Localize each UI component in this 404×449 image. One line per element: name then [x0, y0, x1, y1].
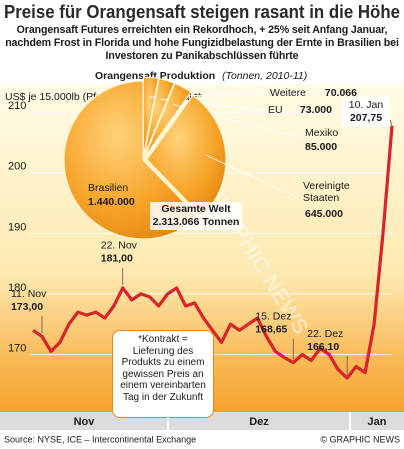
pie-label: Brasilien — [88, 182, 128, 194]
y-tick-label: 170 — [8, 342, 26, 354]
pie-label: Vereinigte Staaten — [303, 180, 350, 204]
pie-label: Weitere — [270, 87, 306, 99]
total-value: 2.313.066 Tonnen — [153, 216, 240, 228]
y-tick-label: 210 — [8, 100, 26, 112]
data-label: 181,00 — [101, 253, 133, 265]
pie-value-label: 645.000 — [305, 208, 343, 220]
annotation-date: 22. Dez — [307, 328, 343, 340]
source: Source: NYSE, ICE – Intercontinental Exc… — [4, 434, 196, 444]
pie-value-label: 73.000 — [300, 104, 332, 116]
annotation-box — [342, 97, 390, 127]
pie-slice — [144, 82, 192, 157]
data-label: 166,10 — [307, 341, 339, 353]
month-band — [0, 412, 404, 430]
pie-title: Orangensaft Produktion — [95, 70, 215, 82]
footnote: *Kontrakt = Lieferung des Produkts zu ei… — [112, 330, 214, 418]
pie-leader — [205, 154, 299, 199]
pie-subtitle: (Tonnen, 2010-11) — [222, 70, 307, 82]
total-label: Gesamte Welt — [161, 203, 231, 215]
total-box — [150, 202, 242, 230]
footnote-box: *Kontrakt = Lieferung des Produkts zu ei… — [112, 330, 214, 418]
pie-slice — [63, 80, 199, 240]
data-label: 207,75 — [350, 112, 382, 124]
credit: © GRAPHIC NEWS — [320, 434, 400, 444]
pie-label: EU — [268, 104, 283, 116]
annotation-date: 15. Dez — [255, 310, 291, 322]
y-tick-label: 200 — [8, 161, 26, 173]
x-tick-label: Jan — [368, 416, 387, 428]
y-tick-label: 180 — [8, 282, 26, 294]
annotation-date: 22. Nov — [101, 240, 138, 252]
x-tick-label: Nov — [74, 416, 96, 428]
y-tick-label: 190 — [8, 221, 26, 233]
x-tick-label: Dez — [249, 416, 269, 428]
pie-label: Mexiko — [305, 127, 338, 139]
chart-subtitle: Orangensaft Futures erreichten ein Rekor… — [5, 24, 399, 62]
pie-slice — [143, 77, 175, 157]
annotation-date: 10. Jan — [349, 99, 384, 111]
annotation-date: 11. Nov — [11, 288, 47, 300]
price-line — [32, 125, 394, 380]
chart-title: Preise für Orangensaft steigen rasant in… — [4, 2, 400, 22]
pie-label-box: Vereinigte Staaten — [303, 180, 350, 204]
annotation-leader — [389, 119, 393, 127]
pie-value-label: 70.066 — [325, 87, 357, 99]
subtitle-box: Orangensaft Futures erreichten ein Rekor… — [5, 24, 399, 62]
data-label: 168,65 — [255, 323, 287, 335]
pie-value-label: 1.440.000 — [88, 196, 135, 208]
pie-value-label: 85.000 — [305, 141, 337, 153]
data-label: 173,00 — [11, 301, 43, 313]
